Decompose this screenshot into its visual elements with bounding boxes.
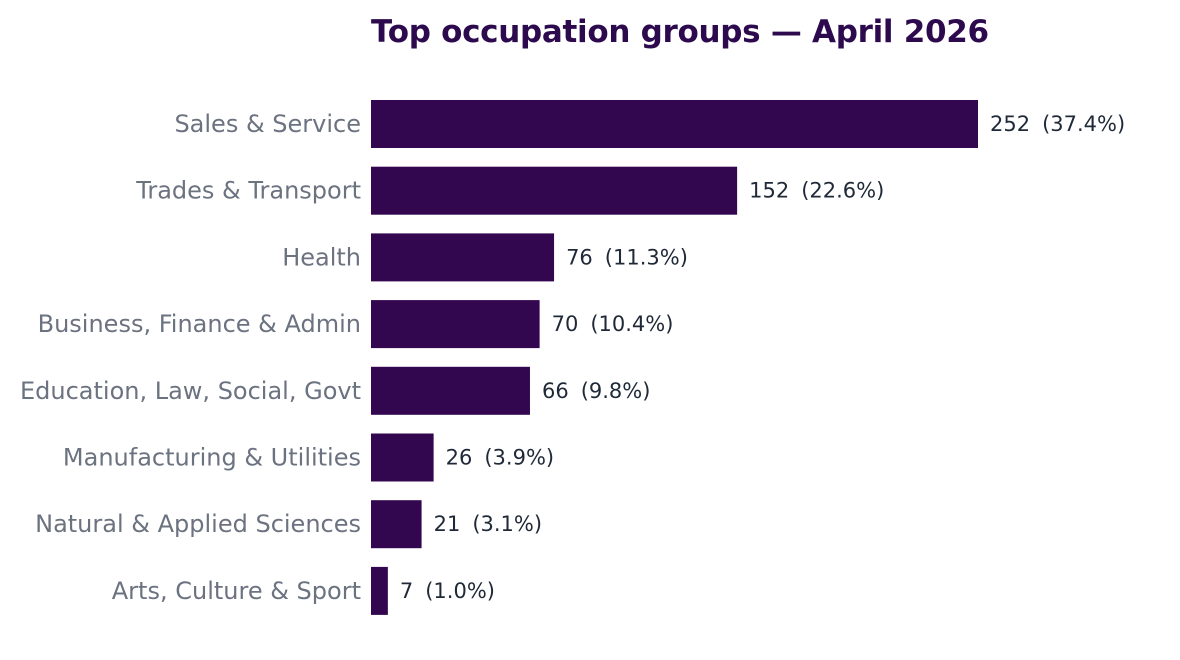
category-label: Health	[282, 243, 361, 271]
category-label: Natural & Applied Sciences	[35, 510, 361, 538]
category-label: Trades & Transport	[135, 177, 361, 205]
value-label: 70 (10.4%)	[552, 312, 674, 336]
bar	[371, 166, 738, 215]
value-percent: (1.0%)	[425, 579, 495, 603]
value-number: 252	[990, 112, 1030, 136]
value-label: 76 (11.3%)	[566, 245, 688, 269]
category-label: Business, Finance & Admin	[38, 310, 361, 338]
value-percent: (3.1%)	[472, 512, 542, 536]
value-number: 26	[446, 446, 473, 470]
value-label: 26 (3.9%)	[446, 446, 554, 470]
value-percent: (10.4%)	[590, 312, 673, 336]
category-label: Education, Law, Social, Govt	[20, 377, 361, 405]
category-label: Sales & Service	[174, 110, 361, 138]
value-number: 152	[749, 179, 789, 203]
bar	[371, 100, 978, 148]
value-percent: (11.3%)	[605, 245, 688, 269]
category-label: Arts, Culture & Sport	[112, 577, 361, 605]
value-percent: (22.6%)	[801, 179, 884, 203]
bar	[371, 566, 388, 615]
value-label: 21 (3.1%)	[434, 512, 542, 536]
value-number: 70	[552, 312, 579, 336]
bar	[371, 366, 530, 415]
value-number: 7	[400, 579, 413, 603]
category-label: Manufacturing & Utilities	[63, 444, 361, 472]
bar	[371, 233, 555, 282]
bars-group: Sales & Service 252 (37.4%) Trades & Transp…	[20, 100, 1125, 615]
bar	[371, 433, 434, 482]
value-number: 66	[542, 379, 569, 403]
value-label: 252 (37.4%)	[990, 112, 1125, 136]
value-number: 76	[566, 245, 593, 269]
bar	[371, 500, 422, 549]
value-percent: (9.8%)	[581, 379, 651, 403]
value-label: 152 (22.6%)	[749, 179, 884, 203]
value-percent: (37.4%)	[1042, 112, 1125, 136]
value-number: 21	[434, 512, 461, 536]
value-label: 7 (1.0%)	[400, 579, 495, 603]
chart-title: Top occupation groups — April 2026	[371, 14, 989, 50]
value-label: 66 (9.8%)	[542, 379, 650, 403]
value-percent: (3.9%)	[484, 446, 554, 470]
bar	[371, 300, 540, 349]
